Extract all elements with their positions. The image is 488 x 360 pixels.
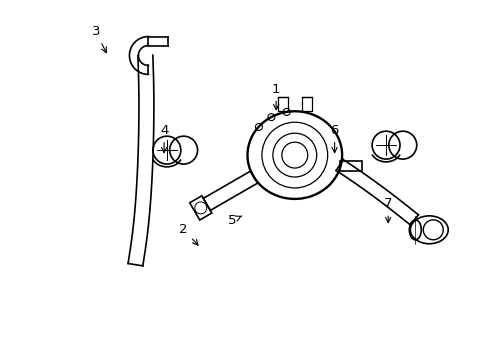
Text: 3: 3 [91,25,106,53]
Text: 7: 7 [383,198,392,222]
Text: 2: 2 [179,222,198,245]
Bar [301,97,311,111]
Bar [277,97,287,111]
Text: 5: 5 [227,213,242,226]
Text: 6: 6 [330,124,338,153]
Text: 4: 4 [160,124,168,153]
Text: 1: 1 [271,83,280,110]
